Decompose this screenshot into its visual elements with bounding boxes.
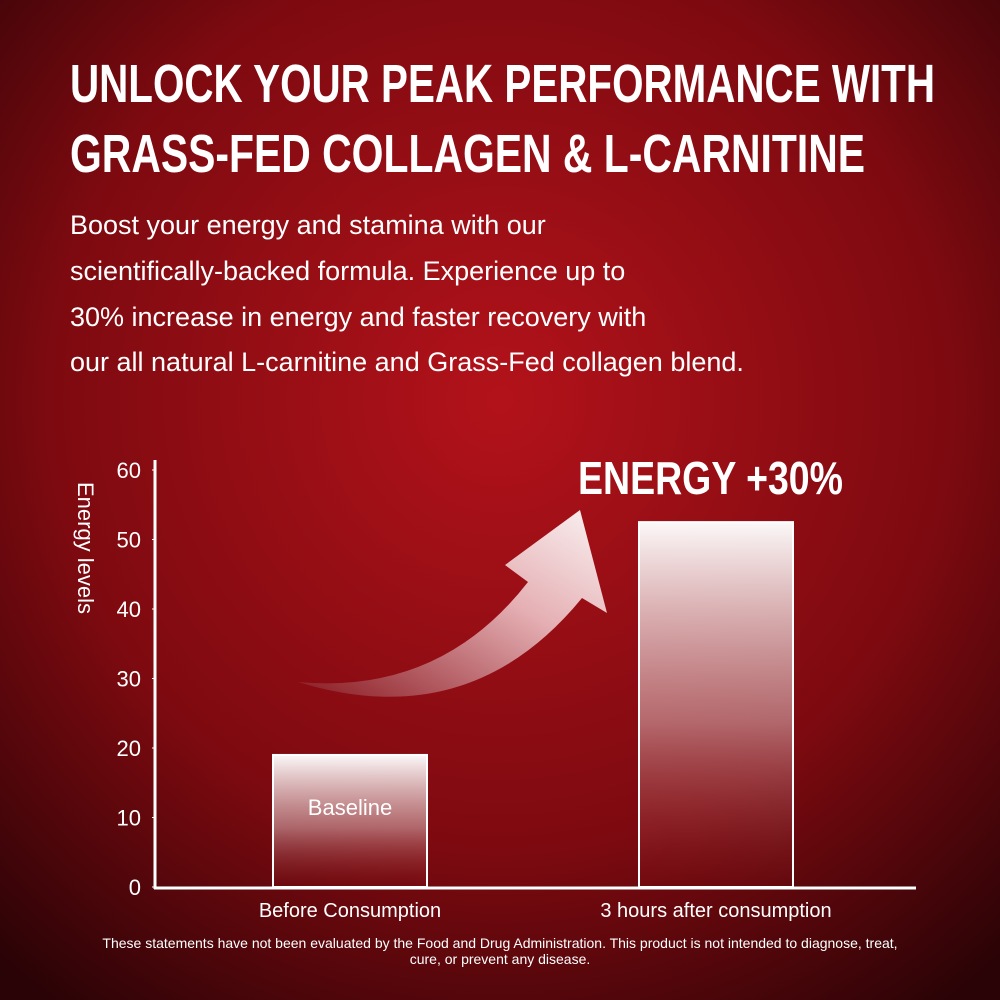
bar: [638, 521, 794, 888]
y-axis-label: Energy levels: [73, 482, 98, 614]
body-text: scientifically-backed formula. Experienc…: [70, 256, 625, 286]
body-text: our all natural L-carnitine and Grass-Fe…: [70, 347, 744, 377]
y-tick-label: 10: [117, 806, 141, 831]
y-tick-label: 0: [129, 875, 141, 900]
disclaimer: cure, or prevent any disease.: [410, 951, 591, 967]
y-tick-label: 40: [117, 597, 141, 622]
headline: GRASS-FED COLLAGEN & L-CARNITINE: [70, 124, 865, 184]
bar-label: Baseline: [308, 795, 392, 820]
body-text: Boost your energy and stamina with our: [70, 210, 546, 240]
bar: [272, 753, 428, 889]
energy-callout: ENERGY +30%: [578, 452, 843, 504]
y-tick-label: 30: [117, 667, 141, 692]
y-tick-label: 60: [117, 458, 141, 483]
arrow: [298, 510, 607, 697]
disclaimer: These statements have not been evaluated…: [102, 935, 897, 951]
headline: UNLOCK YOUR PEAK PERFORMANCE WITH: [70, 54, 935, 114]
x-tick-label: Before Consumption: [259, 900, 441, 922]
body-text: 30% increase in energy and faster recove…: [70, 302, 646, 332]
y-tick-label: 20: [117, 736, 141, 761]
x-tick-label: 3 hours after consumption: [600, 900, 831, 922]
y-tick-label: 50: [117, 528, 141, 553]
